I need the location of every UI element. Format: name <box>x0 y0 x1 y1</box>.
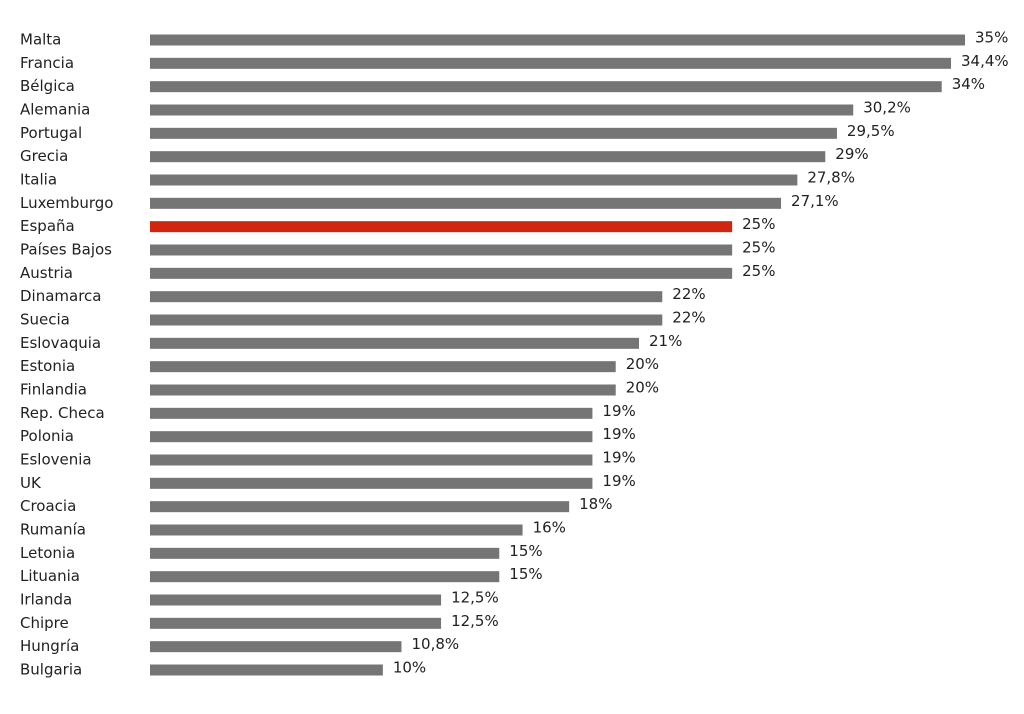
value-label: 25% <box>742 215 775 233</box>
value-label: 18% <box>579 495 612 513</box>
value-label: 35% <box>975 29 1008 47</box>
value-label: 19% <box>602 402 635 420</box>
bar <box>150 174 798 186</box>
value-label: 22% <box>672 309 705 327</box>
category-label: Lituania <box>20 567 80 585</box>
bar <box>150 34 965 46</box>
value-label: 19% <box>602 425 635 443</box>
category-label: Rep. Checa <box>20 404 105 422</box>
bar <box>150 291 663 303</box>
category-label: Bulgaria <box>20 661 82 679</box>
bar <box>150 267 733 279</box>
bar <box>150 547 500 559</box>
bar <box>150 594 442 606</box>
category-label: Austria <box>20 264 73 282</box>
category-label: Rumanía <box>20 521 86 539</box>
bar <box>150 361 616 373</box>
category-label: Hungría <box>20 637 79 655</box>
category-label: Francia <box>20 54 74 72</box>
bar <box>150 524 523 536</box>
category-label: Grecia <box>20 147 68 165</box>
value-label: 27,8% <box>807 169 855 187</box>
category-label: Letonia <box>20 544 75 562</box>
value-label: 16% <box>533 519 566 537</box>
bar <box>150 641 402 653</box>
value-label: 12,5% <box>451 612 499 630</box>
value-label: 10,8% <box>411 635 459 653</box>
value-label: 34% <box>952 75 985 93</box>
bar <box>150 384 616 396</box>
category-label: Eslovenia <box>20 451 92 469</box>
bar <box>150 571 500 583</box>
bar <box>150 244 733 256</box>
value-label: 22% <box>672 285 705 303</box>
bar <box>150 151 826 163</box>
category-label: Chipre <box>20 614 69 632</box>
bar <box>150 314 663 326</box>
bar <box>150 81 942 93</box>
value-label: 12,5% <box>451 589 499 607</box>
value-label: 29% <box>835 145 868 163</box>
category-label: Irlanda <box>20 591 72 609</box>
bar <box>150 221 733 233</box>
category-label: Estonia <box>20 357 75 375</box>
value-label: 29,5% <box>847 122 895 140</box>
bar <box>150 431 593 443</box>
value-label: 10% <box>393 659 426 677</box>
category-label: Alemania <box>20 101 90 119</box>
bar <box>150 617 442 629</box>
value-label: 21% <box>649 332 682 350</box>
value-label: 15% <box>509 542 542 560</box>
value-label: 30,2% <box>863 99 911 117</box>
category-label: España <box>20 217 75 235</box>
category-label: Finlandia <box>20 381 87 399</box>
bar <box>150 407 593 419</box>
value-label: 25% <box>742 239 775 257</box>
bar <box>150 664 383 676</box>
bar <box>150 104 854 116</box>
value-label: 19% <box>602 472 635 490</box>
category-label: Países Bajos <box>20 241 112 259</box>
bar <box>150 197 782 209</box>
value-label: 27,1% <box>791 192 839 210</box>
bar <box>150 127 837 139</box>
value-label: 34,4% <box>961 52 1009 70</box>
bar <box>150 57 952 69</box>
value-label: 15% <box>509 565 542 583</box>
category-label: Luxemburgo <box>20 194 114 212</box>
category-label: Croacia <box>20 497 76 515</box>
category-label: Suecia <box>20 311 70 329</box>
category-label: Bélgica <box>20 77 75 95</box>
bar <box>150 501 570 513</box>
category-label: Eslovaquia <box>20 334 101 352</box>
category-label: Portugal <box>20 124 82 142</box>
bar <box>150 477 593 489</box>
category-label: Polonia <box>20 427 74 445</box>
bar <box>150 337 639 349</box>
bar <box>150 454 593 466</box>
category-label: Dinamarca <box>20 287 102 305</box>
value-label: 20% <box>626 355 659 373</box>
value-label: 20% <box>626 379 659 397</box>
category-label: Malta <box>20 31 61 49</box>
category-label: UK <box>20 474 42 492</box>
value-label: 19% <box>602 449 635 467</box>
value-label: 25% <box>742 262 775 280</box>
category-label: Italia <box>20 171 57 189</box>
